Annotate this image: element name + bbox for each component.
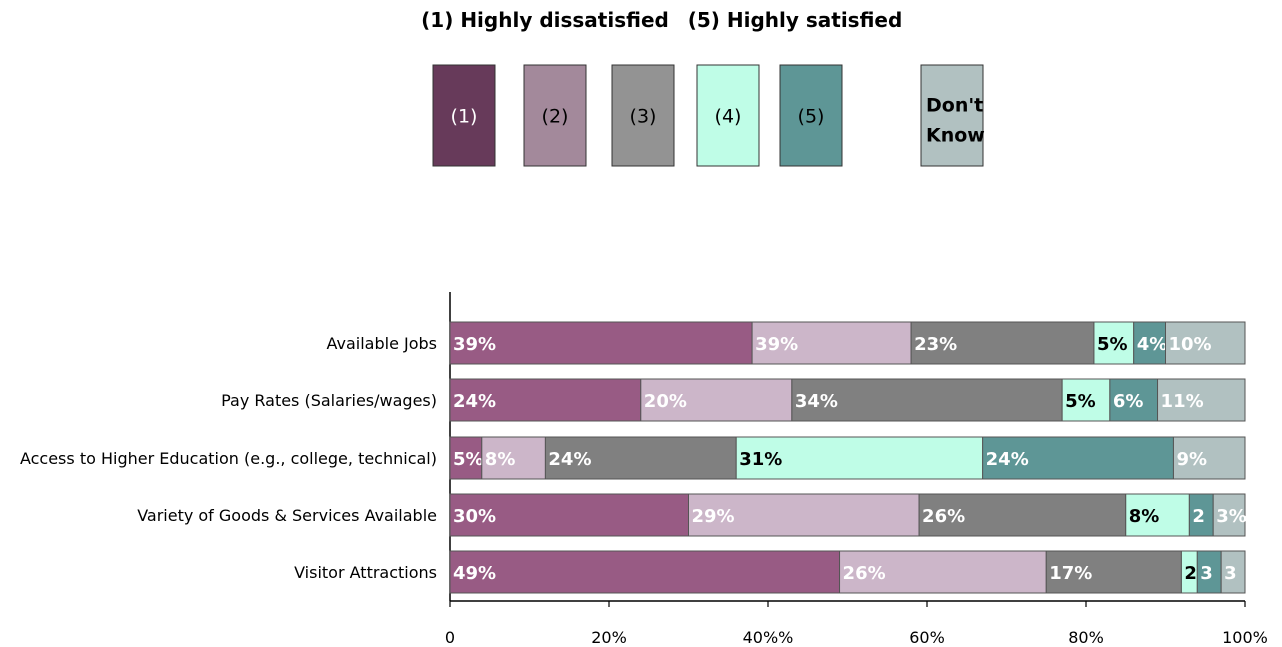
legend-label-4: (4) — [715, 106, 742, 128]
bar-segment — [1093, 321, 1135, 365]
data-label: 10% — [1169, 334, 1212, 355]
legend-label-6: Know — [926, 125, 985, 147]
legend-swatch-4 — [696, 64, 760, 167]
category-label: Access to Higher Education (e.g., colleg… — [20, 449, 437, 468]
data-label: 30% — [453, 506, 496, 527]
legend-header-satisfied: (5) Highly satisfied — [688, 8, 903, 32]
x-tick-label: 80% — [1068, 628, 1104, 647]
legend-swatch-2 — [523, 64, 587, 167]
data-label: 5% — [453, 449, 484, 470]
bar-segment — [1125, 493, 1190, 537]
data-label: 20% — [644, 391, 687, 412]
bar-segment — [918, 493, 1127, 537]
bar-segment — [751, 321, 912, 365]
bar-segment — [1133, 321, 1166, 365]
data-label: 5% — [1065, 391, 1096, 412]
data-label: 24% — [986, 449, 1029, 470]
data-label: 2 — [1192, 506, 1205, 527]
legend-label-3: (3) — [630, 106, 657, 128]
legend-swatch-1 — [432, 64, 496, 167]
data-label: 17% — [1049, 563, 1092, 584]
bar-segment — [688, 493, 920, 537]
data-label: 4% — [1137, 334, 1168, 355]
data-label: 34% — [795, 391, 838, 412]
bar-segment — [1165, 321, 1246, 365]
x-tick-label: 40%% — [743, 628, 794, 647]
data-label: 2 — [1184, 563, 1197, 584]
legend-label-6: Don't — [926, 95, 983, 117]
category-label: Variety of Goods & Services Available — [137, 506, 437, 525]
bar-segment — [1220, 550, 1246, 594]
x-tick-label: 0 — [445, 628, 455, 647]
legend-swatch-3 — [611, 64, 675, 167]
legend-header-dissatisfied: (1) Highly dissatisfied — [421, 8, 669, 32]
data-label: 49% — [453, 563, 496, 584]
category-label: Visitor Attractions — [294, 563, 437, 582]
data-label: 39% — [755, 334, 798, 355]
legend-label-5: (5) — [798, 106, 825, 128]
bar-segment — [449, 436, 483, 480]
bar-segment — [449, 550, 841, 594]
data-label: 11% — [1161, 391, 1204, 412]
data-label: 8% — [485, 449, 516, 470]
bar-segment — [1212, 493, 1246, 537]
bar-segment — [839, 550, 1047, 594]
data-label: 23% — [914, 334, 957, 355]
legend-swatch-6 — [920, 64, 984, 167]
data-label: 5% — [1097, 334, 1128, 355]
legend-label-2: (2) — [542, 106, 569, 128]
legend-label-1: (1) — [451, 106, 478, 128]
bar-segment — [791, 378, 1063, 422]
category-label: Pay Rates (Salaries/wages) — [221, 391, 437, 410]
data-label: 3 — [1224, 563, 1237, 584]
data-label: 26% — [843, 563, 886, 584]
legend: (1) Highly dissatisfied (5) Highly satis… — [421, 8, 985, 167]
x-tick-label: 60% — [909, 628, 945, 647]
category-label: Available Jobs — [326, 334, 437, 353]
data-label: 9% — [1176, 449, 1207, 470]
bar-segment — [1109, 378, 1159, 422]
x-tick-label: 20% — [591, 628, 627, 647]
bar-segment — [1172, 436, 1246, 480]
axes: 0 20% 40%% 60% 80% 100% Available Jobs Pay Rate… — [20, 292, 1268, 647]
data-label: 3 — [1200, 563, 1213, 584]
bar-segment — [1157, 378, 1246, 422]
bar-segment — [449, 378, 642, 422]
data-label: 24% — [548, 449, 591, 470]
data-label: 6% — [1113, 391, 1144, 412]
data-label: 29% — [692, 506, 735, 527]
bar-segment — [982, 436, 1174, 480]
bars: 39% 39% 23% 5% 4% 10%24% 20% 34% 5% 6% 11%5% 8% 24% 3… — [449, 321, 1247, 594]
data-label: 31% — [739, 449, 782, 470]
bar-segment — [640, 378, 793, 422]
data-label: 26% — [922, 506, 965, 527]
data-label: 8% — [1129, 506, 1160, 527]
bar-segment — [910, 321, 1095, 365]
legend-swatch-5 — [779, 64, 843, 167]
data-label: 24% — [453, 391, 496, 412]
x-tick-label: 100% — [1222, 628, 1268, 647]
data-label: 39% — [453, 334, 496, 355]
data-label: 3% — [1216, 506, 1247, 527]
bar-segment — [449, 321, 753, 365]
bar-segment — [544, 436, 737, 480]
